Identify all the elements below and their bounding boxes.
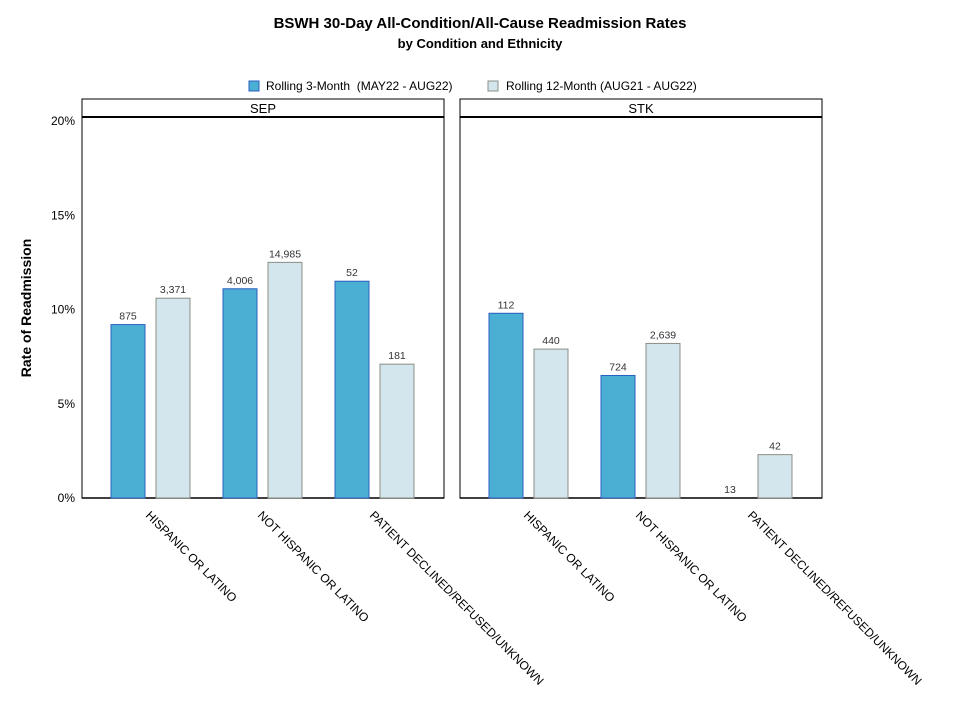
bar-stk-3-month	[488, 312, 524, 499]
bar-data-label: 112	[498, 299, 515, 311]
legend-swatch-3-month	[248, 80, 260, 92]
panel-label: STK	[628, 101, 654, 116]
chart-title: BSWH 30-Day All-Condition/All-Cause Read…	[274, 15, 687, 32]
bar-sep-3-month	[110, 324, 146, 499]
category-label: PATIENT DECLINED/REFUSED/UNKNOWN	[367, 508, 547, 688]
category-label: HISPANIC OR LATINO	[521, 508, 618, 605]
bar-data-label: 440	[542, 335, 560, 347]
legend-label-3-month: Rolling 3-Month (MAY22 - AUG22)	[266, 79, 453, 93]
y-tick-label: 15%	[51, 208, 75, 222]
y-tick-label: 5%	[58, 397, 76, 411]
y-tick-label: 20%	[51, 114, 75, 128]
bar-data-label: 14,985	[269, 248, 301, 260]
bar-data-label: 52	[346, 267, 358, 279]
bar-sep-12-month	[155, 297, 191, 499]
panel-label: SEP	[250, 101, 276, 116]
category-label: NOT HISPANIC OR LATINO	[255, 508, 372, 625]
bar-data-label: 13	[724, 484, 736, 496]
legend: Rolling 3-Month (MAY22 - AUG22) Rolling …	[248, 79, 697, 93]
y-tick-label: 0%	[58, 491, 76, 505]
y-axis-ticks: 0% 5% 10% 15% 20%	[51, 114, 75, 505]
bar-data-label: 4,006	[227, 275, 253, 287]
bar-sep-12-month	[267, 261, 303, 499]
bar-data-label: 3,371	[160, 284, 186, 296]
bar-stk-3-month	[600, 374, 636, 499]
category-label: HISPANIC OR LATINO	[143, 508, 240, 605]
bar-stk-12-month	[757, 454, 793, 499]
bar-data-label: 42	[769, 441, 781, 453]
chart-subtitle: by Condition and Ethnicity	[398, 36, 563, 51]
bar-stk-12-month	[533, 348, 569, 499]
category-label: NOT HISPANIC OR LATINO	[633, 508, 750, 625]
chart-panels: SEP 875 3,371 HISPANIC OR LATINO 4,006 14,985…	[81, 98, 925, 688]
category-label: PATIENT DECLINED/REFUSED/UNKNOWN	[745, 508, 925, 688]
bar-data-label: 875	[119, 311, 137, 323]
y-axis-label: Rate of Readmission	[18, 239, 34, 377]
bar-sep-3-month	[222, 288, 258, 499]
bar-sep-12-month	[379, 363, 415, 499]
bar-stk-12-month	[645, 342, 681, 499]
bar-data-label: 724	[609, 361, 627, 373]
y-tick-label: 10%	[51, 303, 75, 317]
legend-swatch-12-month	[487, 80, 499, 92]
legend-label-12-month: Rolling 12-Month (AUG21 - AUG22)	[506, 79, 697, 93]
panel-stk: STK 112 440 HISPANIC OR LATINO 724 2,639 NOT H…	[459, 98, 925, 688]
panel-sep: SEP 875 3,371 HISPANIC OR LATINO 4,006 14,985…	[81, 98, 547, 688]
bar-data-label: 181	[388, 350, 406, 362]
bar-data-label: 2,639	[650, 329, 676, 341]
bar-sep-3-month	[334, 280, 370, 499]
